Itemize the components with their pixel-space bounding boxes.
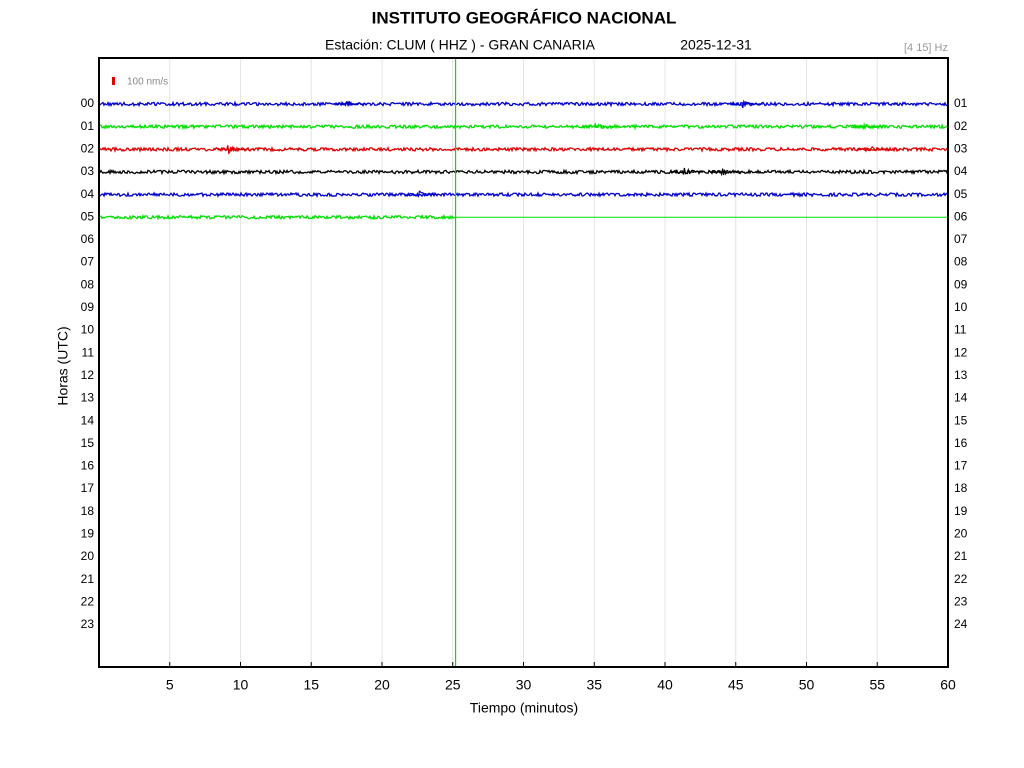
event: [581, 121, 615, 130]
hour-label-left: 03: [81, 164, 95, 178]
hour-label-left: 17: [81, 481, 95, 495]
hour-label-left: 04: [81, 187, 95, 201]
chart-title: INSTITUTO GEOGRÁFICO NACIONAL: [372, 8, 677, 27]
x-tick-label: 60: [940, 677, 956, 693]
hour-label-right: 22: [954, 572, 968, 586]
trace: [98, 100, 949, 108]
hour-label-right: 18: [954, 481, 968, 495]
hour-label-right: 13: [954, 368, 968, 382]
filter: [4 15] Hz: [904, 42, 948, 54]
trace: [98, 123, 949, 131]
station: Estación: CLUM ( HHZ ) - GRAN CANARIA: [325, 37, 596, 53]
hour-label-left: 23: [81, 617, 95, 631]
x-tick-label: 55: [869, 677, 885, 693]
hour-label-left: 21: [81, 572, 95, 586]
x-tick-label: 35: [586, 677, 602, 693]
hour-label-left: 22: [81, 594, 95, 608]
hour-label-left: 02: [81, 141, 95, 155]
hour-label-right: 11: [954, 323, 967, 337]
trace: [98, 168, 949, 176]
hour-label-left: 12: [81, 368, 95, 382]
hour-label-left: 07: [81, 255, 95, 269]
event: [404, 190, 438, 198]
hour-label-left: 16: [81, 459, 95, 473]
hour-label-left: 08: [81, 277, 95, 291]
event: [215, 145, 248, 155]
hour-label-right: 03: [954, 141, 968, 155]
hour-label-left: 05: [81, 209, 95, 223]
event: [709, 168, 742, 177]
scale-label: 100 nm/s: [127, 77, 168, 88]
event: [670, 167, 704, 175]
hour-label-right: 24: [954, 617, 968, 631]
hour-label-left: 13: [81, 391, 95, 405]
hour-label-right: 01: [954, 96, 968, 110]
hour-label-right: 20: [954, 527, 968, 541]
hour-label-right: 05: [954, 187, 968, 201]
y-axis-label: Horas (UTC): [55, 326, 71, 405]
hour-label-right: 12: [954, 345, 968, 359]
x-tick-label: 30: [516, 677, 532, 693]
date: 2025-12-31: [680, 37, 752, 53]
x-tick-label: 50: [799, 677, 815, 693]
x-tick-label: 25: [445, 677, 461, 693]
hour-label-left: 14: [81, 413, 95, 427]
hour-label-right: 06: [954, 209, 968, 223]
x-tick-label: 5: [166, 677, 174, 693]
event: [730, 99, 763, 109]
hour-label-right: 14: [954, 391, 968, 405]
hour-label-left: 15: [81, 436, 95, 450]
x-tick-label: 10: [233, 677, 249, 693]
x-axis-label: Tiempo (minutos): [470, 700, 578, 716]
x-tick-label: 40: [657, 677, 673, 693]
hour-label-right: 16: [954, 436, 968, 450]
hour-label-right: 10: [954, 300, 968, 314]
hour-label-right: 04: [954, 164, 968, 178]
hour-label-right: 19: [954, 504, 968, 518]
hour-label-left: 06: [81, 232, 95, 246]
hour-label-right: 08: [954, 255, 968, 269]
hour-label-left: 09: [81, 300, 95, 314]
hour-label-left: 10: [81, 323, 95, 337]
hour-label-right: 15: [954, 413, 968, 427]
hour-label-right: 21: [954, 549, 968, 563]
x-tick-label: 45: [728, 677, 744, 693]
trace: [98, 213, 456, 221]
event: [850, 122, 884, 131]
hour-label-left: 20: [81, 549, 95, 563]
event: [857, 146, 891, 152]
event: [334, 100, 367, 107]
trace: [98, 191, 949, 199]
hour-label-right: 02: [954, 119, 968, 133]
hour-label-left: 19: [81, 527, 95, 541]
hour-label-right: 07: [954, 232, 968, 246]
scale-bar: [112, 77, 115, 85]
x-tick-label: 15: [303, 677, 319, 693]
hour-label-left: 00: [81, 96, 95, 110]
hour-label-right: 09: [954, 277, 968, 291]
x-tick-label: 20: [374, 677, 390, 693]
hour-label-left: 01: [81, 119, 95, 133]
plot-frame: [98, 57, 949, 668]
hour-label-right: 17: [954, 459, 968, 473]
hour-label-left: 18: [81, 504, 95, 518]
hour-label-left: 11: [82, 345, 95, 359]
hour-label-right: 23: [954, 594, 968, 608]
